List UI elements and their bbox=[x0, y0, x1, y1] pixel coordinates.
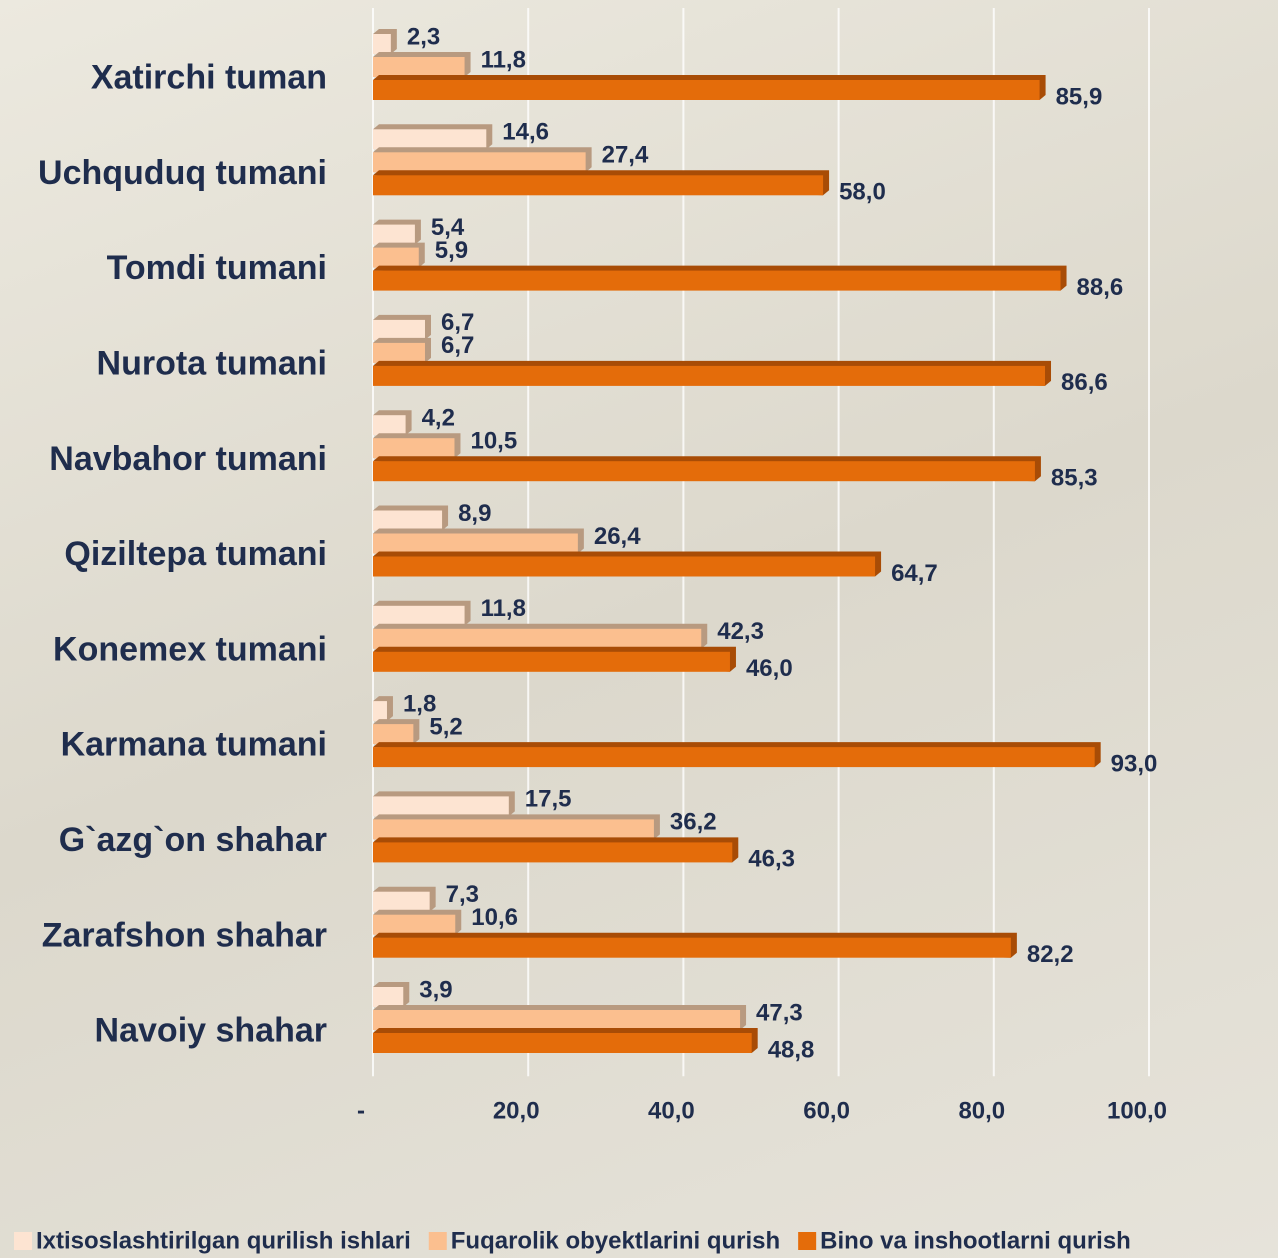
value-label: 2,3 bbox=[407, 23, 440, 50]
x-tick-label: 40,0 bbox=[648, 1097, 695, 1124]
bar bbox=[373, 1033, 752, 1053]
category-label: Konemex tumani bbox=[53, 630, 327, 668]
legend-label: Ixtisoslashtirilgan qurilish ishlari bbox=[36, 1227, 411, 1254]
value-label: 36,2 bbox=[670, 809, 717, 836]
value-label: 85,3 bbox=[1051, 465, 1098, 492]
value-label: 10,6 bbox=[471, 904, 518, 931]
value-label: 11,8 bbox=[481, 595, 526, 622]
bar bbox=[373, 937, 1011, 958]
value-label: 5,9 bbox=[435, 237, 468, 264]
bar bbox=[373, 796, 509, 817]
legend-swatch bbox=[428, 1232, 447, 1250]
category-label: Uchquduq tumani bbox=[38, 154, 327, 192]
value-label: 26,4 bbox=[594, 523, 641, 550]
legend-label: Fuqarolik obyektlarini qurish bbox=[451, 1227, 780, 1254]
category-label: Navoiy shahar bbox=[95, 1012, 327, 1050]
bar bbox=[373, 701, 387, 722]
bar bbox=[373, 605, 465, 626]
value-label: 14,6 bbox=[502, 119, 549, 146]
bar bbox=[373, 57, 465, 77]
bar bbox=[373, 247, 419, 268]
bar bbox=[373, 34, 391, 54]
value-label: 58,0 bbox=[839, 179, 886, 206]
value-label: 46,3 bbox=[748, 846, 795, 873]
value-label: 5,4 bbox=[431, 214, 465, 241]
value-label: 17,5 bbox=[525, 786, 572, 813]
value-label: 82,2 bbox=[1027, 941, 1074, 968]
value-label: 6,7 bbox=[441, 332, 474, 359]
x-tick-label: 20,0 bbox=[493, 1097, 540, 1124]
value-label: 86,6 bbox=[1061, 369, 1108, 396]
bar bbox=[373, 415, 406, 436]
bar bbox=[373, 1010, 741, 1030]
value-label: 88,6 bbox=[1077, 274, 1124, 301]
category-label: Navbahor tumani bbox=[49, 440, 327, 478]
value-label: 48,8 bbox=[768, 1036, 815, 1063]
value-label: 64,7 bbox=[891, 560, 938, 587]
value-label: 27,4 bbox=[602, 142, 649, 169]
bar bbox=[373, 914, 456, 935]
bar bbox=[373, 842, 733, 863]
value-label: 42,3 bbox=[717, 618, 764, 645]
value-label: 7,3 bbox=[446, 881, 479, 908]
x-tick-label: - bbox=[357, 1097, 365, 1124]
x-tick-label: 80,0 bbox=[958, 1097, 1005, 1124]
category-label: G`azg`on shahar bbox=[59, 821, 327, 859]
bar bbox=[373, 628, 702, 649]
bar bbox=[373, 651, 730, 672]
value-label: 10,5 bbox=[470, 428, 517, 455]
category-label: Nurota tumani bbox=[97, 345, 327, 383]
bar bbox=[373, 175, 824, 196]
bar bbox=[373, 556, 876, 577]
legend-swatch bbox=[14, 1232, 32, 1250]
legend-swatch bbox=[798, 1232, 817, 1250]
bar bbox=[373, 152, 586, 173]
value-label: 47,3 bbox=[756, 999, 803, 1026]
bar bbox=[373, 747, 1095, 768]
category-label: Zarafshon shahar bbox=[42, 916, 327, 954]
bar bbox=[373, 510, 443, 531]
x-tick-label: 60,0 bbox=[803, 1097, 850, 1124]
category-label: Qiziltepa tumani bbox=[64, 535, 327, 573]
value-label: 11,8 bbox=[481, 46, 526, 73]
bar bbox=[373, 80, 1040, 100]
legend-label: Bino va inshootlarni qurish bbox=[820, 1227, 1131, 1254]
value-label: 1,8 bbox=[403, 690, 436, 717]
value-label: 5,2 bbox=[429, 713, 462, 740]
value-label: 8,9 bbox=[458, 500, 491, 527]
bar bbox=[373, 987, 404, 1007]
category-label: Tomdi tumani bbox=[107, 249, 327, 287]
bar bbox=[373, 438, 455, 459]
value-label: 4,2 bbox=[422, 405, 455, 432]
value-label: 85,9 bbox=[1056, 83, 1103, 110]
bar bbox=[373, 342, 425, 363]
value-label: 6,7 bbox=[441, 309, 474, 336]
bar bbox=[373, 819, 654, 840]
category-label: Karmana tumani bbox=[61, 726, 327, 764]
category-label: Xatirchi tuman bbox=[91, 59, 327, 97]
bar bbox=[373, 129, 487, 150]
bar bbox=[373, 365, 1046, 386]
bar bbox=[373, 724, 414, 745]
bar bbox=[373, 319, 425, 340]
value-label: 3,9 bbox=[419, 976, 452, 1003]
value-label: 46,0 bbox=[746, 655, 793, 682]
bar bbox=[373, 224, 415, 245]
x-tick-label: 100,0 bbox=[1107, 1097, 1167, 1124]
bar bbox=[373, 891, 430, 912]
bar bbox=[373, 270, 1061, 291]
bar bbox=[373, 461, 1035, 482]
bar bbox=[373, 533, 578, 554]
value-label: 93,0 bbox=[1111, 750, 1158, 777]
